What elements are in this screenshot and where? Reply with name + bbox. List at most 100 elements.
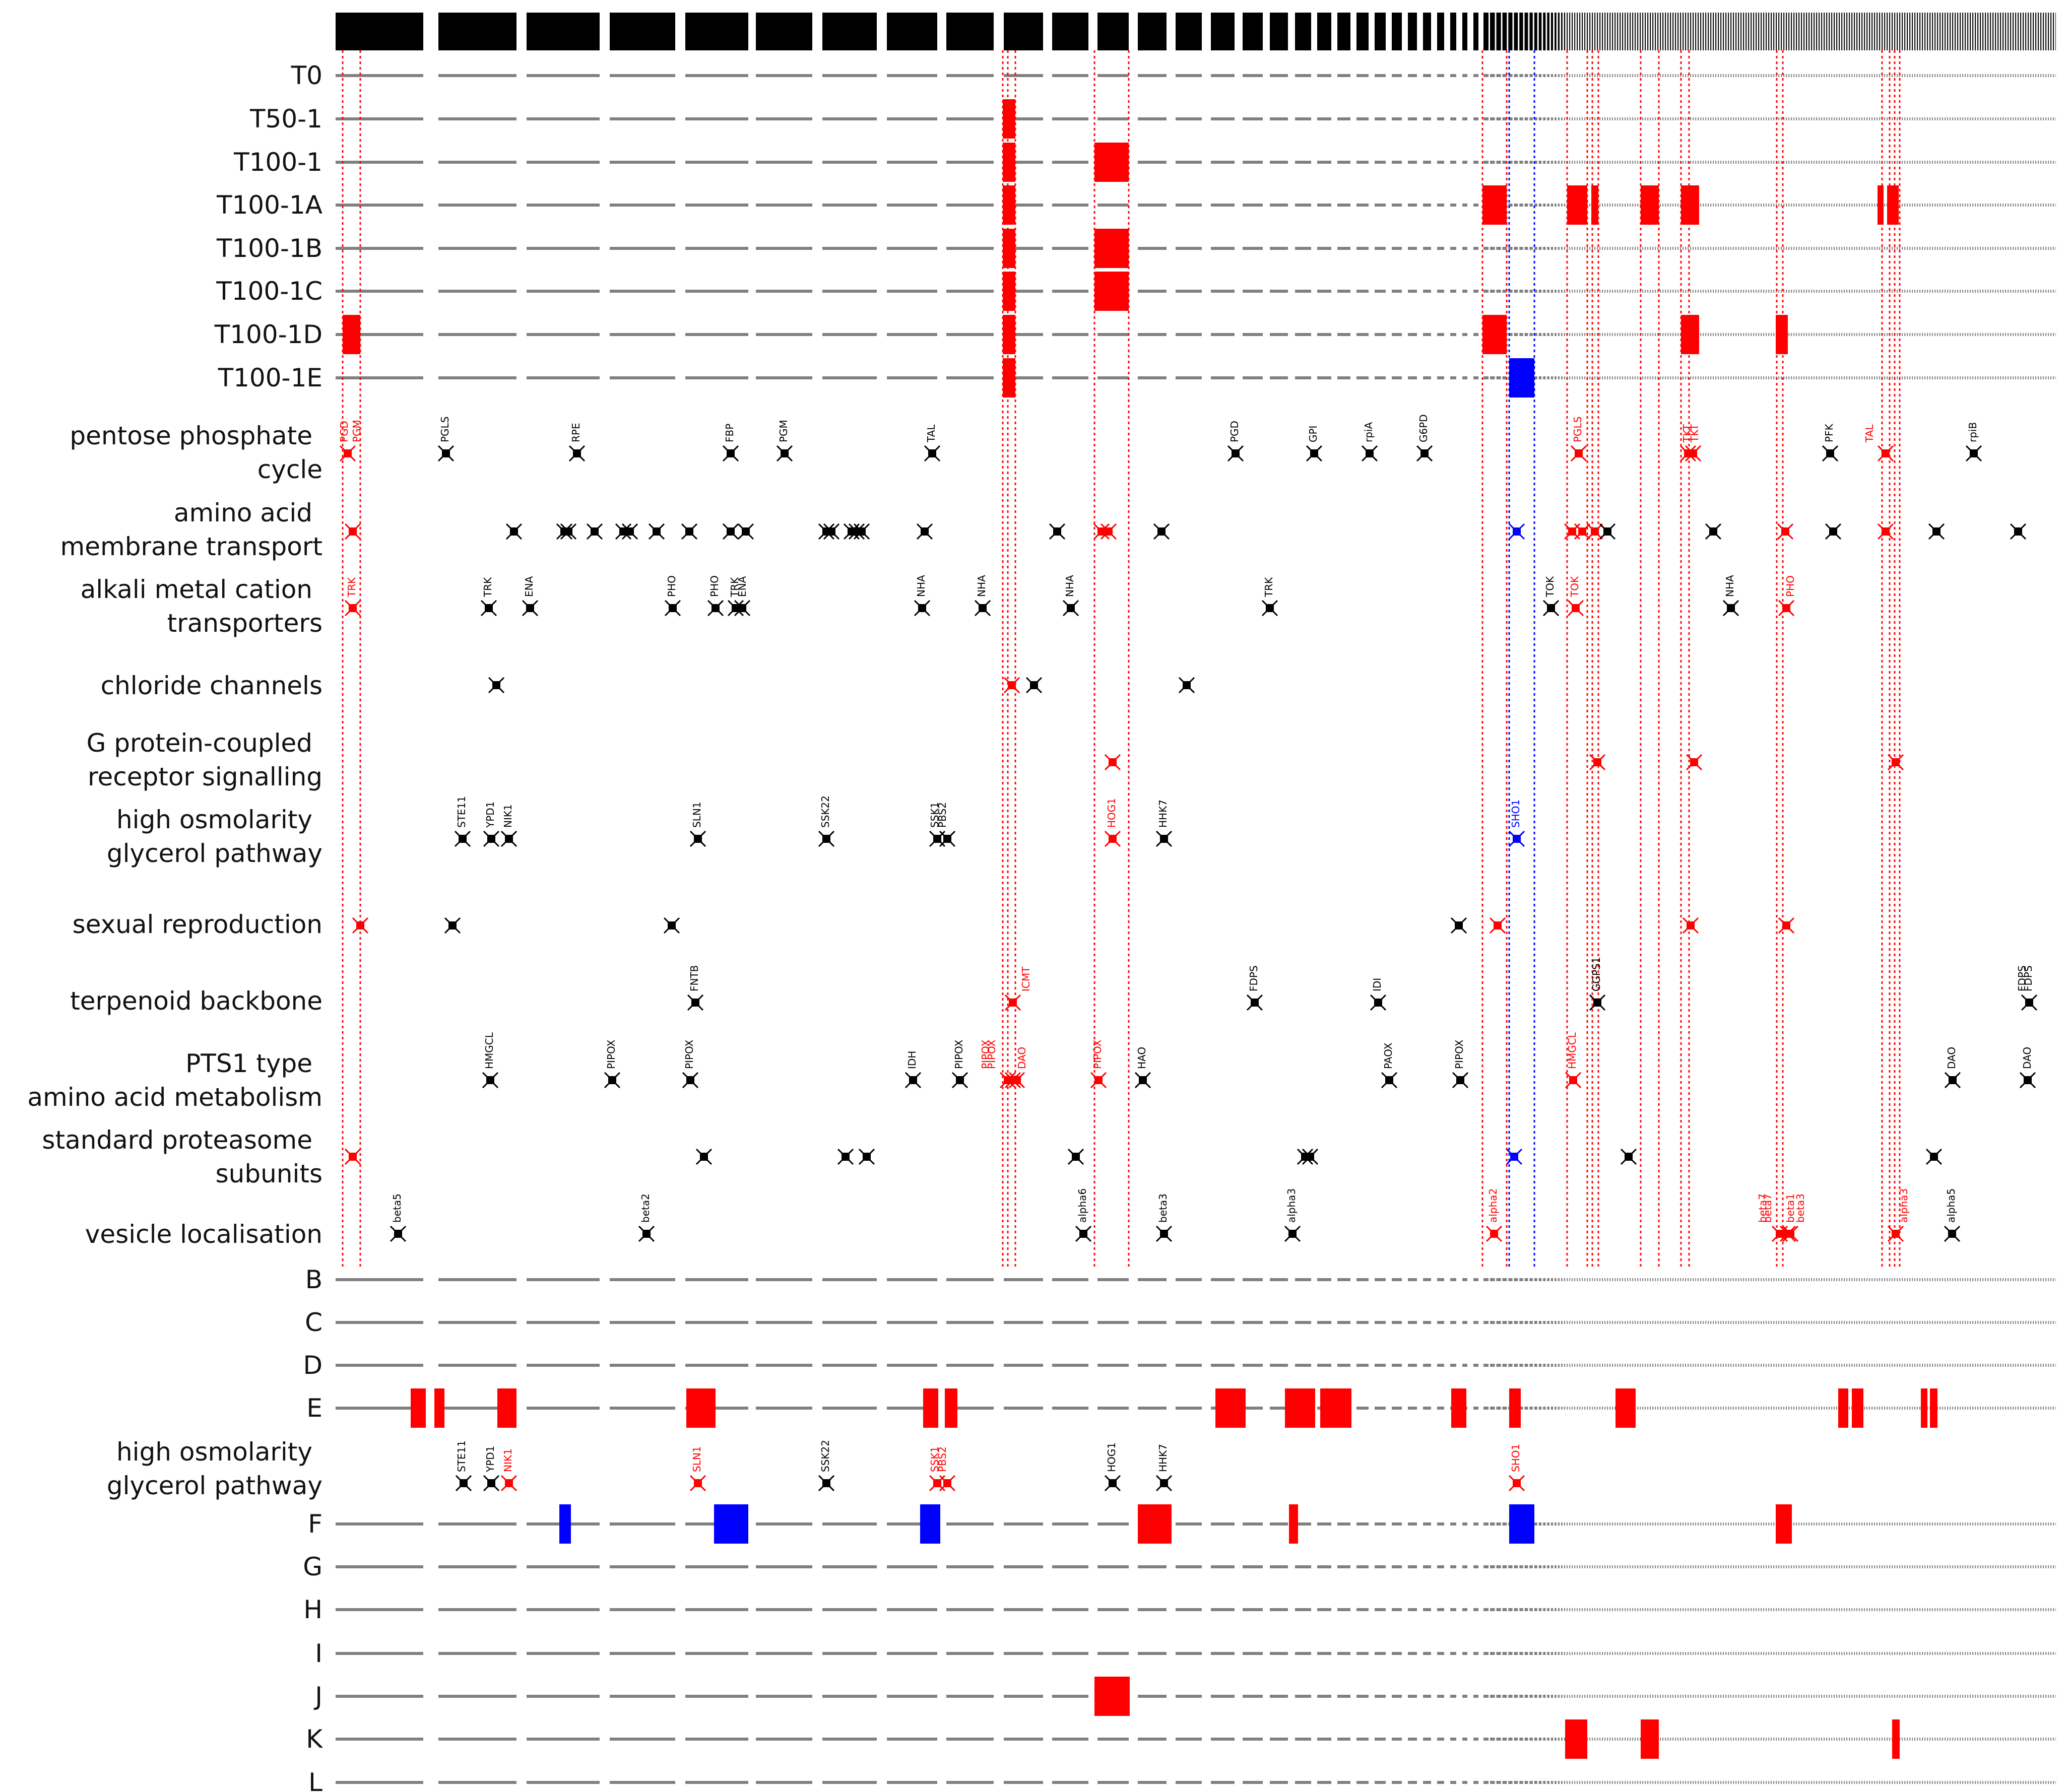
track-segment xyxy=(1295,247,1311,250)
track-segment xyxy=(1897,376,1898,379)
track-segment xyxy=(1703,1695,1704,1698)
track-segment xyxy=(1950,74,1951,77)
track-segment xyxy=(887,1565,937,1568)
track-segment xyxy=(1879,117,1881,120)
track-segment xyxy=(1864,1364,1865,1367)
track-segment xyxy=(2005,1695,2007,1698)
track-segment xyxy=(1781,1738,1782,1741)
track-segment xyxy=(1567,1364,1568,1367)
track-segment xyxy=(1773,204,1775,207)
track-segment xyxy=(1814,247,1815,250)
track-segment xyxy=(1952,74,1954,77)
track-segment xyxy=(2000,1364,2001,1367)
track-segment xyxy=(2048,1652,2049,1655)
track-segment xyxy=(2025,204,2027,207)
track-segment xyxy=(1597,1695,1598,1698)
track-segment xyxy=(1877,1781,1878,1784)
track-segment xyxy=(1703,1364,1704,1367)
track-segment xyxy=(1975,1652,1976,1655)
track-segment xyxy=(2010,161,2012,164)
gene-marker xyxy=(924,445,941,462)
track-segment xyxy=(1710,1738,1712,1741)
track-segment xyxy=(1909,117,1911,120)
track-segment xyxy=(2013,204,2014,207)
header-segment xyxy=(1555,13,1557,50)
header-segment xyxy=(1710,13,1712,50)
header-segment xyxy=(1914,13,1916,50)
header-segment xyxy=(438,13,516,50)
track-segment xyxy=(1607,333,1608,336)
track-segment xyxy=(1725,290,1727,293)
track-segment xyxy=(1097,204,1129,207)
track-segment xyxy=(1450,1321,1456,1324)
track-segment xyxy=(1710,74,1712,77)
track-segment xyxy=(1761,1407,1762,1410)
track-segment xyxy=(1997,1522,1999,1525)
track-segment xyxy=(1695,290,1697,293)
track-segment xyxy=(1929,376,1931,379)
track-segment xyxy=(1630,204,1631,207)
track-segment xyxy=(1577,1652,1578,1655)
track-segment xyxy=(1773,1321,1775,1324)
track-segment xyxy=(1798,1278,1800,1281)
track-segment xyxy=(1655,1278,1656,1281)
track-segment xyxy=(1514,74,1518,77)
track-segment xyxy=(1834,333,1835,336)
track-segment xyxy=(1490,74,1495,77)
track-segment xyxy=(1243,1321,1263,1324)
track-segment xyxy=(1004,1565,1043,1568)
header-segment xyxy=(1680,13,1682,50)
track-segment xyxy=(685,1738,748,1741)
track-segment xyxy=(2020,1522,2022,1525)
track-segment xyxy=(1967,290,1969,293)
track-segment xyxy=(1462,74,1467,77)
track-segment xyxy=(1450,1738,1456,1741)
track-segment xyxy=(1783,290,1785,293)
track-segment xyxy=(1577,247,1578,250)
track-segment xyxy=(1997,1407,1999,1410)
track-segment xyxy=(1670,1278,1671,1281)
track-segment xyxy=(1662,247,1664,250)
track-segment xyxy=(1597,247,1598,250)
track-segment xyxy=(1543,1407,1546,1410)
track-segment xyxy=(1243,1364,1263,1367)
track-segment xyxy=(2045,290,2047,293)
track-segment xyxy=(1550,376,1554,379)
track-segment xyxy=(2008,1522,2009,1525)
track-segment xyxy=(1567,1695,1568,1698)
track-segment xyxy=(1798,290,1800,293)
track-segment xyxy=(1957,1522,1959,1525)
track-segment xyxy=(1713,1652,1714,1655)
track-segment xyxy=(1718,376,1719,379)
track-segment xyxy=(1243,74,1263,77)
track-segment xyxy=(2018,1608,2019,1611)
track-segment xyxy=(1909,1522,1911,1525)
track-segment xyxy=(2040,1781,2042,1784)
track-segment xyxy=(1889,74,1891,77)
track-segment xyxy=(1555,247,1557,250)
track-segment xyxy=(1934,290,1936,293)
track-segment xyxy=(1897,1608,1898,1611)
track-segment xyxy=(1904,1608,1906,1611)
track-segment xyxy=(1052,1522,1088,1525)
track-segment xyxy=(1766,1565,1767,1568)
track-segment xyxy=(1543,1321,1546,1324)
track-segment xyxy=(1937,1407,1938,1410)
track-segment xyxy=(1660,1781,1661,1784)
track-segment xyxy=(1932,1321,1933,1324)
track-segment xyxy=(1667,1695,1669,1698)
header-segment xyxy=(1647,13,1649,50)
mutation-block-red xyxy=(1094,143,1129,182)
track-segment xyxy=(1851,1652,1853,1655)
track-segment xyxy=(1927,161,1928,164)
track-segment xyxy=(1763,1695,1765,1698)
track-segment xyxy=(1791,1608,1792,1611)
track-segment xyxy=(1937,333,1938,336)
track-segment xyxy=(1897,117,1898,120)
track-segment xyxy=(1052,333,1088,336)
track-segment xyxy=(1718,117,1719,120)
track-segment xyxy=(1698,1652,1699,1655)
track-segment xyxy=(1781,376,1782,379)
track-segment xyxy=(1987,1565,1989,1568)
header-segment xyxy=(2048,13,2049,50)
